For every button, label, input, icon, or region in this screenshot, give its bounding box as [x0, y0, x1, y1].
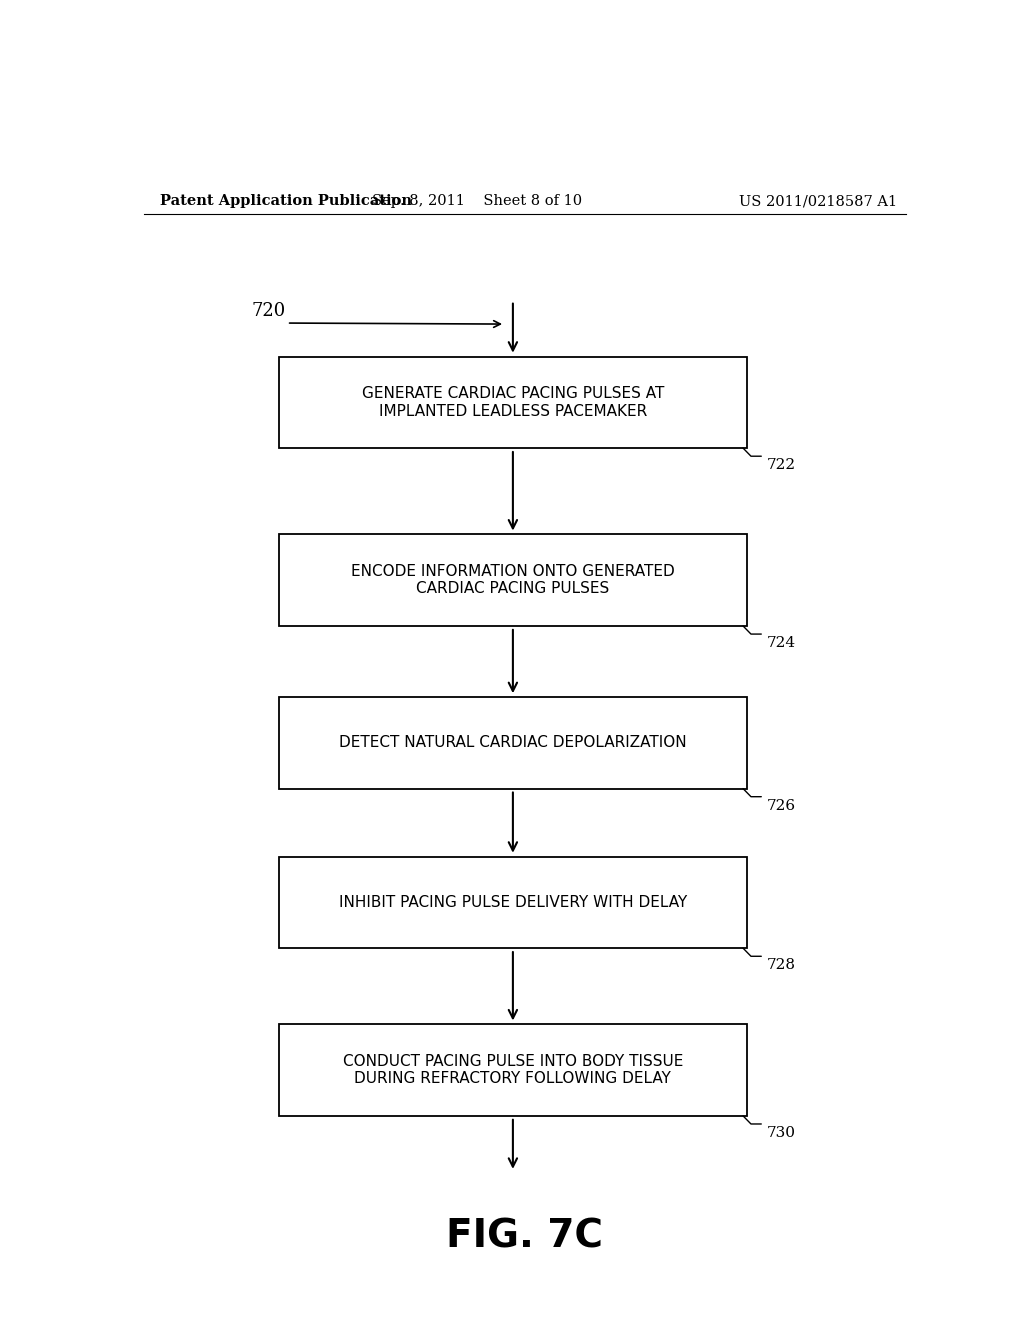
Text: Patent Application Publication: Patent Application Publication: [160, 194, 412, 209]
Text: 726: 726: [767, 799, 796, 813]
Bar: [279, 1024, 748, 1115]
Text: 722: 722: [767, 458, 796, 473]
Text: CONDUCT PACING PULSE INTO BODY TISSUE
DURING REFRACTORY FOLLOWING DELAY: CONDUCT PACING PULSE INTO BODY TISSUE DU…: [343, 1053, 683, 1086]
Bar: [279, 356, 748, 447]
Bar: [279, 857, 748, 948]
Text: FIG. 7C: FIG. 7C: [446, 1217, 603, 1255]
Text: 728: 728: [767, 958, 796, 973]
Text: ENCODE INFORMATION ONTO GENERATED
CARDIAC PACING PULSES: ENCODE INFORMATION ONTO GENERATED CARDIA…: [351, 564, 675, 597]
Text: US 2011/0218587 A1: US 2011/0218587 A1: [739, 194, 897, 209]
Text: Sep. 8, 2011    Sheet 8 of 10: Sep. 8, 2011 Sheet 8 of 10: [372, 194, 583, 209]
Text: DETECT NATURAL CARDIAC DEPOLARIZATION: DETECT NATURAL CARDIAC DEPOLARIZATION: [339, 735, 687, 750]
Text: 730: 730: [767, 1126, 796, 1140]
Bar: [279, 697, 748, 788]
Text: INHIBIT PACING PULSE DELIVERY WITH DELAY: INHIBIT PACING PULSE DELIVERY WITH DELAY: [339, 895, 687, 909]
Bar: [279, 535, 748, 626]
Text: GENERATE CARDIAC PACING PULSES AT
IMPLANTED LEADLESS PACEMAKER: GENERATE CARDIAC PACING PULSES AT IMPLAN…: [361, 387, 665, 418]
Text: 720: 720: [251, 302, 286, 319]
Text: 724: 724: [767, 636, 796, 651]
